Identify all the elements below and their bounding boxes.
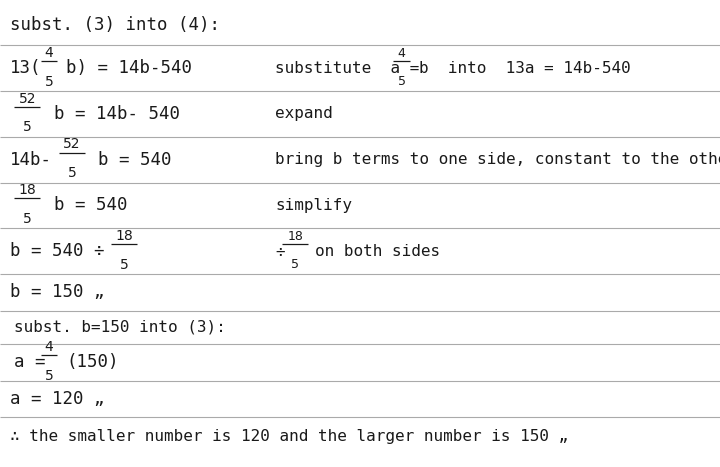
Text: expand: expand: [275, 106, 333, 121]
Text: 52: 52: [63, 137, 81, 151]
Text: 18: 18: [19, 183, 36, 197]
Text: 5: 5: [291, 258, 300, 271]
Text: substitute  a =: substitute a =: [275, 61, 429, 76]
Text: 52: 52: [19, 92, 36, 106]
Text: 4: 4: [398, 47, 405, 60]
Text: 5: 5: [45, 75, 53, 89]
Text: b = 150 „: b = 150 „: [10, 283, 104, 301]
Text: b = 540: b = 540: [98, 151, 171, 169]
Text: 5: 5: [68, 166, 76, 180]
Text: b = 14b- 540: b = 14b- 540: [54, 105, 180, 123]
Text: simplify: simplify: [275, 198, 352, 213]
Text: 5: 5: [120, 258, 128, 272]
Text: ∴ the smaller number is 120 and the larger number is 150 „: ∴ the smaller number is 120 and the larg…: [10, 429, 568, 445]
Text: ÷: ÷: [275, 244, 284, 259]
Text: b) = 14b-540: b) = 14b-540: [66, 59, 192, 77]
Text: 5: 5: [23, 120, 32, 134]
Text: 13(: 13(: [10, 59, 42, 77]
Text: 5: 5: [45, 369, 53, 383]
Text: a = 120 „: a = 120 „: [10, 390, 104, 408]
Text: 14b-: 14b-: [10, 151, 52, 169]
Text: bring b terms to one side, constant to the other: bring b terms to one side, constant to t…: [275, 152, 720, 167]
Text: b = 540: b = 540: [54, 197, 127, 214]
Text: b  into  13a = 14b-540: b into 13a = 14b-540: [419, 61, 631, 76]
Text: 18: 18: [115, 229, 132, 243]
Text: a =: a =: [14, 354, 56, 371]
Text: 5: 5: [397, 75, 406, 88]
Text: subst. (3) into (4):: subst. (3) into (4):: [10, 16, 220, 35]
Text: b = 540 ÷: b = 540 ÷: [10, 242, 104, 260]
Text: 18: 18: [287, 230, 303, 243]
Text: 4: 4: [45, 340, 53, 354]
Text: 4: 4: [45, 46, 53, 60]
Text: 5: 5: [23, 212, 32, 226]
Text: subst. b=150 into (3):: subst. b=150 into (3):: [14, 320, 226, 335]
Text: (150): (150): [66, 354, 119, 371]
Text: on both sides: on both sides: [315, 244, 441, 259]
